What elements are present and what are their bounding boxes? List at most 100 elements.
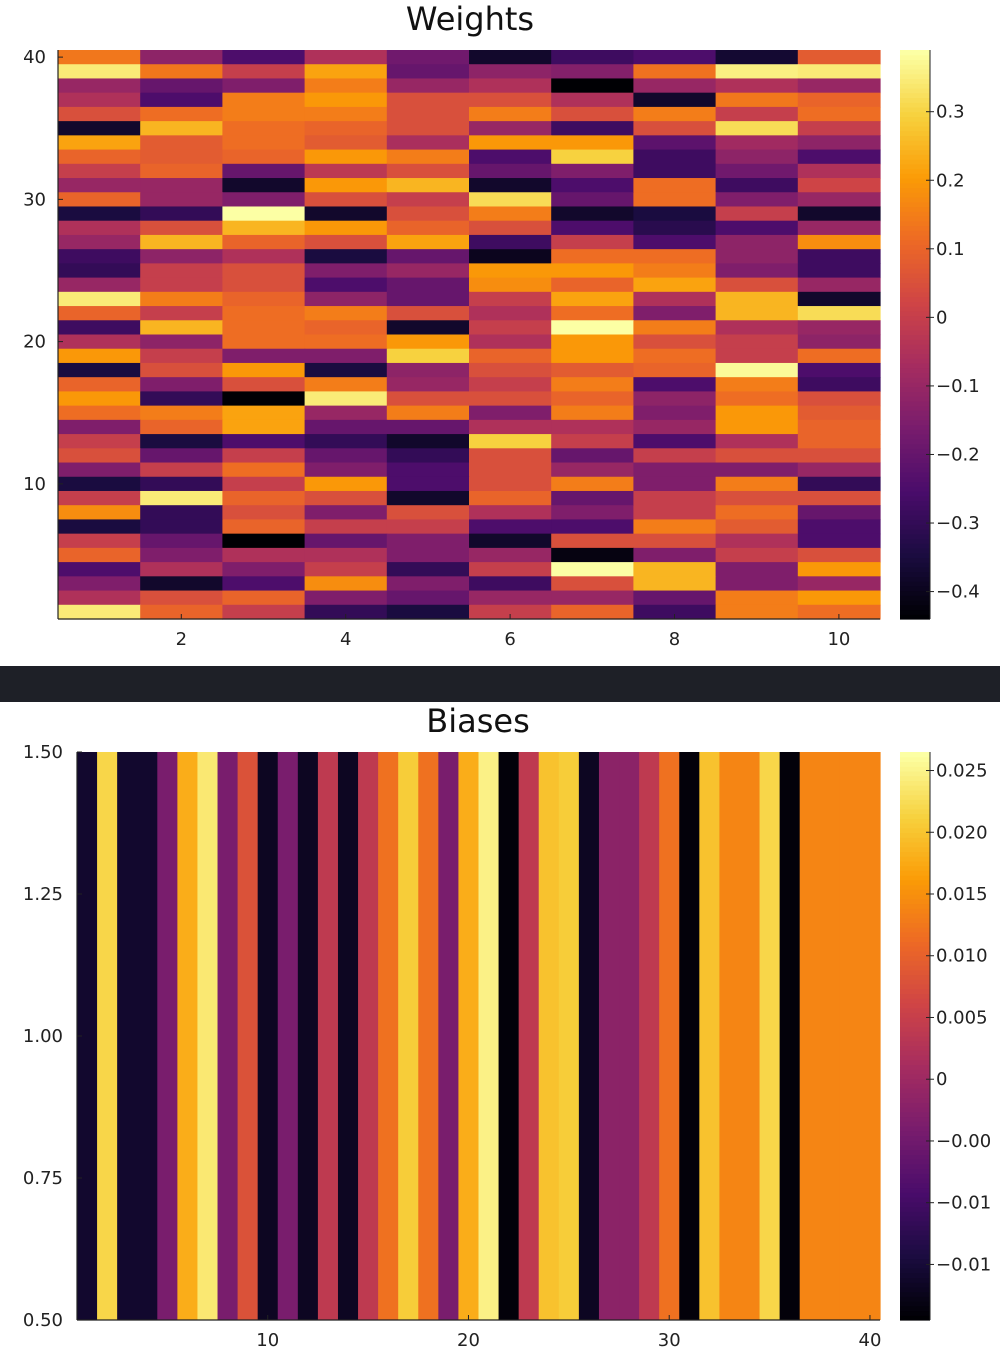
weights-cell [140, 576, 223, 592]
weights-colorbar-segment [900, 140, 930, 146]
weights-colorbar-segment [900, 83, 930, 89]
biases-colorbar-segment [900, 1050, 930, 1056]
weights-x-tick-label: 6 [504, 629, 515, 650]
weights-cell [715, 277, 799, 293]
weights-cell [797, 106, 881, 122]
weights-cell [222, 92, 306, 108]
weights-cell [304, 547, 388, 563]
weights-cell [633, 163, 717, 179]
weights-cell [222, 163, 306, 179]
biases-colorbar-segment [900, 1135, 930, 1141]
biases-colorbar-segment [900, 1182, 930, 1189]
weights-colorbar-segment [900, 528, 930, 535]
weights-title: Weights [406, 0, 534, 38]
weights-colorbar-segment [900, 149, 930, 155]
biases-colorbar-segment [900, 813, 930, 819]
biases-colorbar-segment [900, 1144, 930, 1151]
biases-colorbar-segment [900, 1154, 930, 1160]
biases-colorbar-segment [900, 1021, 930, 1028]
weights-y-tick-label: 10 [23, 474, 46, 495]
weights-cell [469, 220, 552, 236]
weights-cell [551, 277, 634, 293]
biases-colorbar-segment [900, 1234, 930, 1241]
weights-cell [140, 519, 223, 535]
weights-cell [633, 320, 717, 336]
weights-cell [222, 519, 306, 535]
biases-cell [659, 752, 680, 1320]
weights-cell [797, 604, 881, 620]
weights-cell [633, 263, 717, 279]
biases-colorbar-segment [900, 1064, 930, 1070]
weights-cell [140, 64, 223, 80]
weights-cell [469, 306, 552, 321]
weights-cell [715, 163, 799, 179]
weights-cell [58, 192, 141, 208]
weights-cell [58, 50, 141, 65]
weights-cell [633, 505, 717, 521]
weights-cell [469, 263, 552, 279]
weights-cell [551, 178, 634, 193]
weights-colorbar-segment [900, 547, 930, 554]
biases-colorbar-segment [900, 860, 930, 867]
weights-cell [715, 334, 799, 350]
biases-cell [137, 752, 158, 1320]
weights-cell [797, 50, 881, 65]
weights-cell [140, 533, 223, 549]
biases-colorbar-segment [900, 804, 930, 810]
weights-cell [715, 149, 799, 165]
biases-colorbar-segment [900, 1121, 930, 1127]
biases-colorbar-tick-label: 0 [936, 1069, 947, 1090]
biases-x-tick-label: 40 [859, 1330, 882, 1351]
weights-cell [386, 362, 470, 378]
biases-colorbar-segment [900, 780, 930, 786]
weights-cell [715, 306, 799, 321]
biases-colorbar-segment [900, 823, 930, 829]
weights-cell [551, 562, 634, 577]
weights-colorbar-segment [900, 178, 930, 184]
weights-colorbar-segment [900, 590, 930, 596]
weights-cell [633, 206, 717, 222]
weights-colorbar-segment [900, 306, 930, 312]
biases-colorbar-segment [900, 1083, 930, 1089]
weights-x-tick-label: 2 [176, 629, 187, 650]
weights-colorbar-segment [900, 386, 930, 392]
weights-cell [797, 490, 881, 506]
weights-cell [222, 149, 306, 165]
weights-cell [797, 78, 881, 94]
biases-cell [859, 752, 881, 1320]
weights-cell [58, 220, 141, 236]
weights-cell [633, 419, 717, 435]
biases-colorbar-segment [900, 770, 930, 777]
weights-cell [304, 490, 388, 506]
weights-cell [797, 206, 881, 222]
weights-cell [715, 490, 799, 506]
biases-colorbar-tick-label: 0.025 [936, 761, 988, 782]
weights-colorbar-segment [900, 557, 930, 563]
weights-cell [222, 391, 306, 407]
weights-colorbar-segment [900, 329, 930, 336]
weights-colorbar-segment [900, 50, 930, 56]
weights-colorbar-segment [900, 538, 930, 544]
weights-colorbar-segment [900, 609, 930, 615]
weights-colorbar-segment [900, 585, 930, 592]
weights-colorbar-segment [900, 258, 930, 264]
biases-y-tick-label: 1.50 [23, 742, 63, 763]
weights-cell [386, 320, 470, 336]
weights-cell [469, 78, 552, 94]
weights-cell [633, 576, 717, 592]
weights-cell [715, 377, 799, 392]
weights-cell [222, 462, 306, 478]
weights-colorbar-tick-label: −0.4 [936, 582, 980, 603]
weights-cell [797, 533, 881, 549]
weights-cell [551, 106, 634, 122]
weights-colorbar-segment [900, 211, 930, 217]
biases-cell [378, 752, 399, 1320]
biases-colorbar-segment [900, 1045, 930, 1051]
weights-cell [469, 348, 552, 364]
weights-cell [715, 78, 799, 94]
weights-cell [140, 106, 223, 122]
biases-colorbar-segment [900, 808, 930, 815]
biases-colorbar-segment [900, 1282, 930, 1288]
weights-cell [386, 249, 470, 264]
weights-cell [469, 405, 552, 421]
